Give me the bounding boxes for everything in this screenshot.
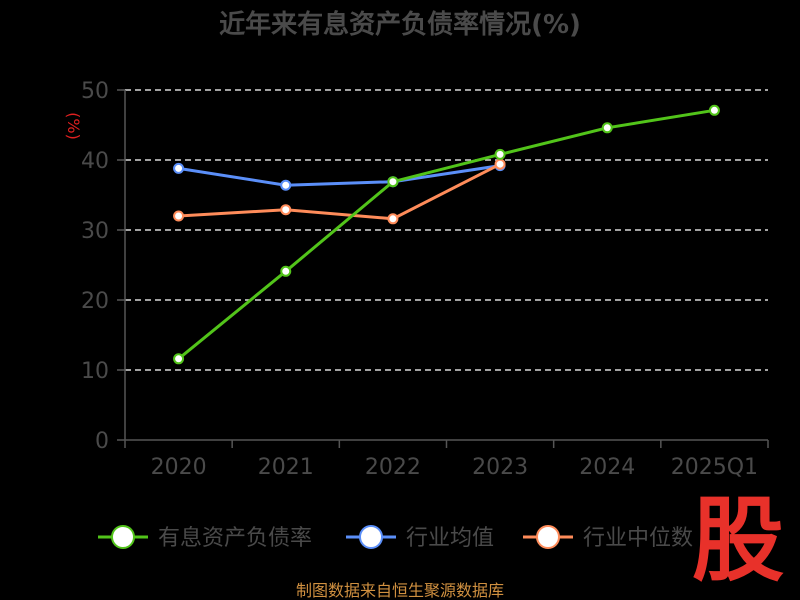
data-point (173, 210, 185, 222)
data-point (280, 204, 292, 216)
series-0 (173, 104, 720, 365)
watermark-logo: 股 (692, 487, 784, 594)
x-tick-label: 2025Q1 (671, 455, 758, 480)
y-tick-label: 50 (81, 79, 109, 104)
y-tick-label: 20 (81, 289, 109, 314)
chart-title: 近年来有息资产负债率情况(%) (219, 9, 581, 40)
x-tick-label: 2024 (579, 455, 635, 480)
y-tick-label: 10 (81, 359, 109, 384)
y-tick-label: 40 (81, 149, 109, 174)
data-point (494, 158, 506, 170)
legend-item-1[interactable]: 行业均值 (346, 525, 494, 551)
axes: 0 10 20 30 40 50 2020 2021 2022 2023 2024 2025Q1 (81, 79, 769, 480)
grid (125, 89, 768, 371)
x-tick-label: 2023 (472, 455, 528, 480)
data-point (494, 148, 506, 160)
y-axis-label: (%) (64, 112, 83, 140)
legend-item-0[interactable]: 有息资产负债率 (98, 525, 312, 551)
series-line (178, 162, 501, 221)
legend-label: 行业均值 (406, 526, 494, 551)
data-point (173, 353, 185, 365)
source-note: 制图数据来自恒生聚源数据库 (296, 581, 504, 600)
legend-marker (536, 525, 560, 549)
x-tick-label: 2022 (365, 455, 421, 480)
data-point (173, 162, 185, 174)
data-point (280, 179, 292, 191)
y-tick-label: 30 (81, 219, 109, 244)
series-line (178, 164, 501, 187)
data-point (387, 176, 399, 188)
data-point (601, 122, 613, 134)
y-tick-label: 0 (95, 429, 109, 454)
data-point (280, 265, 292, 277)
legend-label: 有息资产负债率 (158, 526, 312, 551)
series-layer (173, 104, 720, 365)
data-point (708, 104, 720, 116)
legend-label: 行业中位数 (583, 526, 693, 551)
legend-marker (359, 525, 383, 549)
x-tick-label: 2020 (151, 455, 207, 480)
x-tick-label: 2021 (258, 455, 314, 480)
series-line (177, 108, 715, 360)
legend[interactable]: 有息资产负债率 行业均值 行业中位数 (98, 525, 693, 551)
legend-marker (111, 525, 135, 549)
data-point (387, 213, 399, 225)
series-2 (173, 158, 506, 225)
legend-item-2[interactable]: 行业中位数 (523, 525, 693, 551)
